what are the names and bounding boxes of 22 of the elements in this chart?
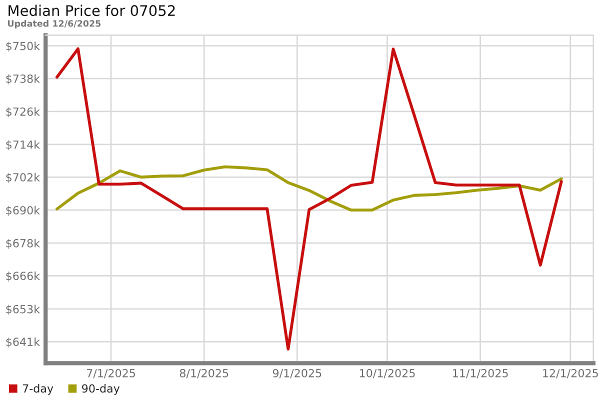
y-tick-label: $653k xyxy=(6,304,40,315)
legend-label: 90-day xyxy=(82,384,120,395)
chart-subtitle: Updated 12/6/2025 xyxy=(8,20,101,28)
x-tick-label: 7/1/2025 xyxy=(86,368,136,378)
y-tick-label: $702k xyxy=(6,172,40,183)
legend-label: 7-day xyxy=(22,384,54,395)
line-series xyxy=(56,47,563,350)
y-tick-label: $666k xyxy=(6,272,40,282)
x-tick-label: 8/1/2025 xyxy=(180,368,228,378)
y-tick-label: $641k xyxy=(6,337,40,348)
x-tick-label: 12/1/2025 xyxy=(543,368,598,378)
x-tick-label: 10/1/2025 xyxy=(360,368,415,378)
y-tick-label: $690k xyxy=(6,206,40,216)
x-tick-label: 11/1/2025 xyxy=(453,368,508,378)
y-tick-label: $714k xyxy=(6,140,40,150)
y-tick-label: $678k xyxy=(6,238,40,249)
y-tick-label: $726k xyxy=(6,107,40,118)
y-tick-label: $738k xyxy=(6,74,40,84)
x-tick-label: 9/1/2025 xyxy=(272,368,322,378)
chart-title: Median Price for 07052 xyxy=(8,4,175,16)
line-series xyxy=(56,165,563,212)
y-tick-label: $750k xyxy=(6,42,40,52)
